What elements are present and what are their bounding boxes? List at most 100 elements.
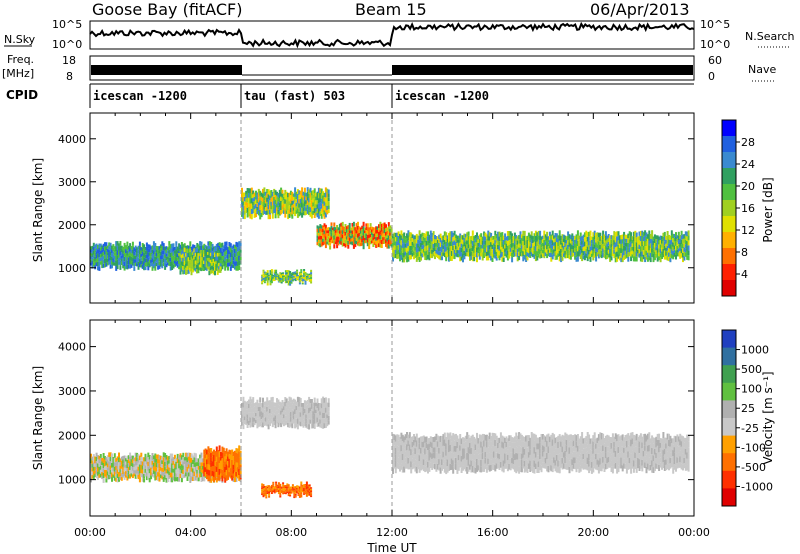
echo-cell [387,222,390,227]
echo-cell [144,457,147,462]
echo-cell [279,279,282,281]
echo-cell [425,245,428,251]
echo-cell [616,231,619,237]
echo-cell [287,201,290,206]
echo-cell [268,279,271,281]
echo-cell [518,235,521,240]
echo-cell [182,469,185,474]
echo-cell [262,412,264,418]
echo-cell [267,400,270,406]
freq-unit: [MHz] [2,67,34,80]
echo-cell [459,238,462,243]
echo-cell [229,243,232,248]
echo-cell [278,189,281,195]
echo-cell [607,241,610,246]
echo-cell [116,456,119,461]
echo-cell [326,422,329,427]
echo-cell [185,460,188,465]
echo-cell [94,466,97,471]
echo-cell [206,459,208,465]
echo-cell [255,203,257,209]
echo-cell [291,191,294,197]
echo-cell [649,243,652,249]
echo-cell [290,492,293,494]
echo-cell [112,460,115,464]
echo-cell [417,235,420,240]
echo-cell [512,253,515,257]
echo-cell [106,262,109,266]
echo-cell [118,257,120,262]
echo-cell [252,190,255,195]
echo-cell [459,456,462,462]
echo-cell [607,245,610,250]
echo-cell [485,453,488,460]
echo-cell [228,449,231,455]
echo-cell [227,247,229,251]
echo-cell [282,406,285,411]
echo-cell [271,417,274,423]
echo-cell [280,205,283,210]
echo-cell [376,229,379,234]
echo-cell [190,467,193,472]
echo-cell [208,270,211,276]
echo-cell [509,239,512,244]
echo-cell [278,202,281,207]
echo-cell [286,278,289,281]
echo-cell [130,253,133,257]
echo-cell [663,236,666,242]
echo-cell [305,494,308,497]
echo-cell [438,447,441,454]
echo-cell [276,279,279,281]
echo-cell [543,244,546,249]
echo-cell [415,233,418,239]
echo-cell [171,467,174,473]
echo-cell [316,225,319,229]
echo-cell [485,460,488,467]
echo-cell [494,439,497,447]
echo-cell [92,466,95,471]
echo-cell [178,247,181,252]
echo-cell [389,225,392,229]
echo-cell [527,236,530,241]
echo-cell [263,405,266,410]
echo-cell [126,241,129,247]
echo-cell [583,246,586,251]
echo-cell [618,235,621,240]
echo-cell [315,207,318,212]
echo-cell [232,244,235,249]
nsky-trace [89,21,695,49]
echo-cell [638,249,641,254]
echo-cell [236,453,239,458]
echo-cell [204,448,207,454]
echo-cell [477,235,480,240]
echo-cell [443,240,446,245]
echo-cell [661,247,663,252]
echo-cell [293,277,296,279]
echo-cell [443,459,446,466]
echo-cell [229,468,232,473]
echo-cell [289,212,292,217]
echo-cell [378,243,380,247]
echo-cell [216,260,219,264]
echo-cell [260,213,263,218]
echo-cell [422,465,425,472]
echo-cell [661,236,663,240]
echo-cell [397,231,400,236]
echo-cell [470,466,473,473]
echo-cell [293,494,296,497]
echo-cell [108,260,111,265]
echo-cell [417,247,420,252]
echo-cell [463,453,466,459]
echo-cell [178,266,181,270]
echo-cell [341,226,344,231]
echo-cell [276,487,279,489]
echo-cell [424,246,427,252]
echo-cell [596,232,599,237]
echo-cell [281,209,284,214]
echo-cell [157,463,160,468]
echo-cell [574,255,577,260]
echo-cell [270,484,273,487]
echo-cell [169,248,172,253]
echo-cell [445,455,448,462]
echo-cell [322,412,325,419]
